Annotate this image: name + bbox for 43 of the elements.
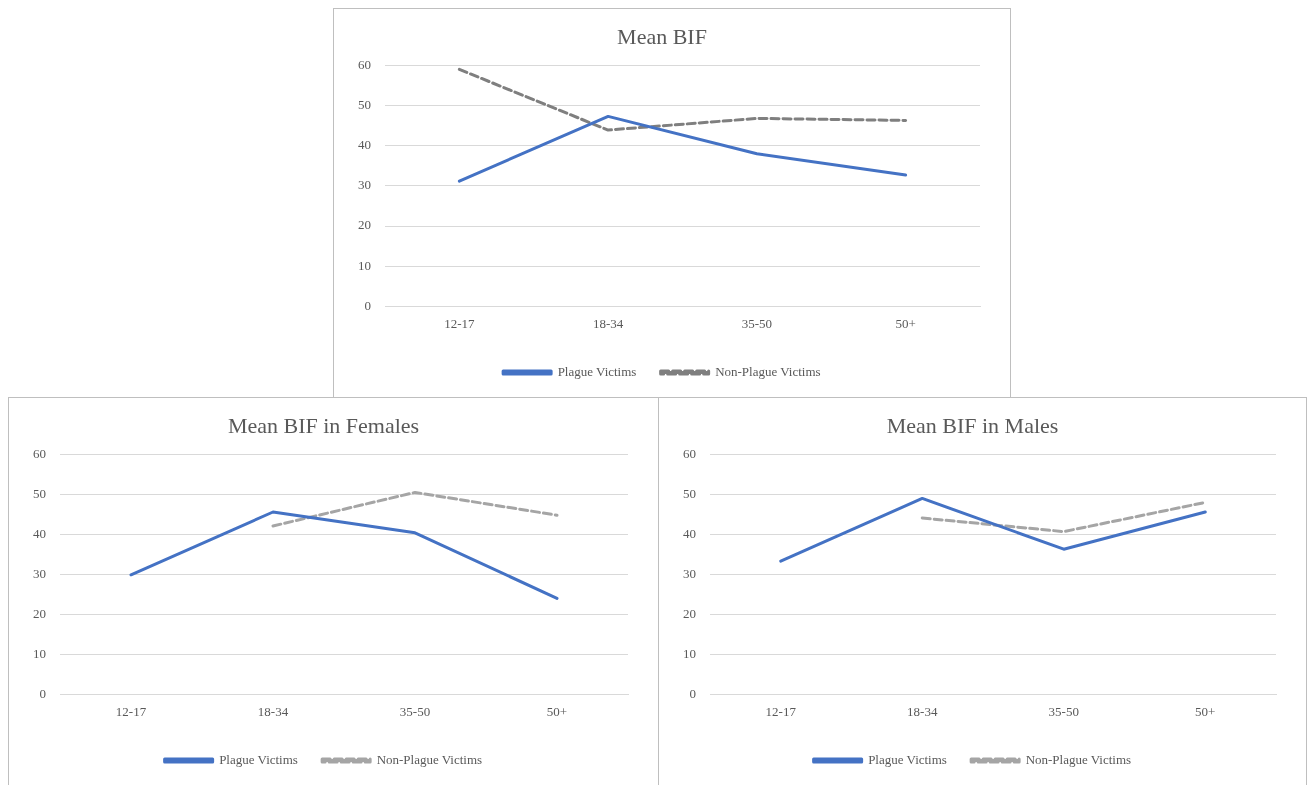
y-tick-label: 40 bbox=[33, 525, 46, 541]
y-tick-label: 20 bbox=[33, 605, 46, 621]
y-tick-label: 30 bbox=[358, 177, 371, 193]
x-tick-label: 50+ bbox=[1195, 703, 1216, 719]
legend-label: Plague Victims bbox=[219, 751, 298, 767]
y-tick-label: 20 bbox=[358, 217, 371, 233]
x-tick-label: 18-34 bbox=[257, 703, 289, 719]
chart-title: Mean BIF in Males bbox=[886, 412, 1059, 438]
y-tick-label: 40 bbox=[683, 525, 696, 541]
chart-title: Mean BIF in Females bbox=[227, 412, 420, 438]
y-tick-label: 60 bbox=[33, 445, 46, 461]
legend-label: Non-Plague Victims bbox=[715, 363, 821, 379]
legend-label: Non-Plague Victims bbox=[376, 751, 483, 767]
x-tick-label: 35-50 bbox=[1048, 703, 1079, 719]
y-tick-label: 0 bbox=[364, 297, 371, 313]
y-tick-label: 30 bbox=[33, 565, 46, 581]
y-tick-label: 0 bbox=[689, 685, 696, 701]
x-tick-label: 18-34 bbox=[592, 315, 624, 331]
x-tick-label: 50+ bbox=[546, 703, 568, 719]
y-tick-label: 20 bbox=[683, 605, 696, 621]
legend-label: Plague Victims bbox=[868, 751, 947, 767]
y-tick-label: 10 bbox=[33, 645, 46, 661]
x-tick-label: 50+ bbox=[895, 315, 916, 331]
y-tick-label: 50 bbox=[358, 96, 371, 112]
x-tick-label: 18-34 bbox=[907, 703, 938, 719]
y-tick-label: 50 bbox=[683, 485, 696, 501]
y-tick-label: 0 bbox=[39, 685, 46, 701]
x-tick-label: 35-50 bbox=[741, 315, 773, 331]
y-tick-label: 40 bbox=[358, 137, 371, 153]
y-tick-label: 50 bbox=[33, 485, 46, 501]
line-series bbox=[457, 67, 908, 132]
y-tick-label: 30 bbox=[683, 565, 696, 581]
chart-title: Mean BIF bbox=[617, 23, 707, 49]
legend-label: Plague Victims bbox=[557, 363, 637, 379]
legend-label: Non-Plague Victims bbox=[1025, 751, 1132, 767]
x-tick-label: 35-50 bbox=[399, 703, 431, 719]
y-tick-label: 60 bbox=[358, 56, 371, 72]
y-tick-label: 10 bbox=[358, 257, 371, 273]
x-tick-label: 12-17 bbox=[115, 703, 147, 719]
x-tick-label: 12-17 bbox=[444, 315, 476, 331]
x-tick-label: 12-17 bbox=[765, 703, 797, 719]
y-tick-label: 60 bbox=[683, 445, 696, 461]
y-tick-label: 10 bbox=[683, 645, 696, 661]
